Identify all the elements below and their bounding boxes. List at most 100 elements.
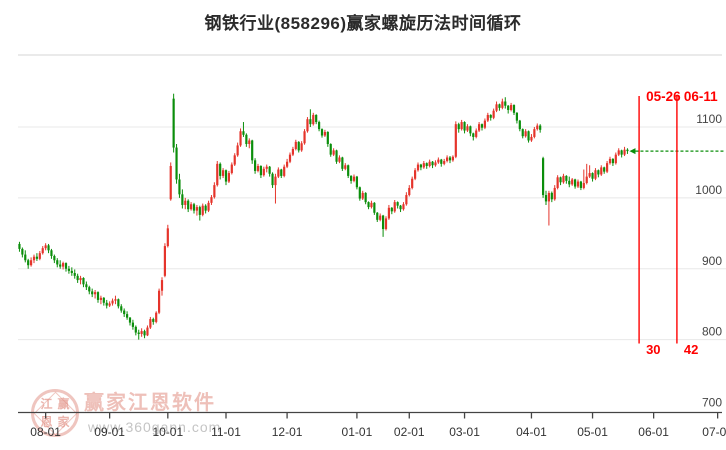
candle xyxy=(576,181,580,187)
logo-char: 赢 xyxy=(57,397,70,411)
x-tick-label: 07-01 xyxy=(702,425,726,439)
candle xyxy=(443,161,446,164)
candle xyxy=(620,150,623,155)
candle xyxy=(105,302,108,306)
candle xyxy=(617,150,620,155)
candle xyxy=(312,114,315,125)
candle xyxy=(245,134,248,145)
candle xyxy=(405,195,408,205)
candle xyxy=(379,215,382,220)
x-tick-label: 01-01 xyxy=(342,425,373,439)
candle xyxy=(172,98,175,148)
candle xyxy=(600,167,603,175)
candle xyxy=(355,176,359,188)
candle xyxy=(96,292,100,300)
candle xyxy=(486,114,489,121)
candle xyxy=(70,270,73,274)
candle xyxy=(603,167,606,172)
candle xyxy=(326,131,329,145)
candle xyxy=(268,166,271,174)
candle xyxy=(56,260,59,265)
candle xyxy=(192,204,196,211)
candle xyxy=(317,122,321,130)
candle xyxy=(626,149,629,152)
candle xyxy=(614,154,617,164)
candle xyxy=(335,150,338,162)
candle xyxy=(445,157,449,162)
candle xyxy=(425,163,428,166)
candle xyxy=(195,207,199,211)
logo-char: 家 xyxy=(57,415,70,429)
watermark-logo-chars: 江赢恩家 xyxy=(38,395,72,431)
candle xyxy=(495,104,498,111)
candle xyxy=(352,176,356,181)
candle xyxy=(134,326,137,333)
candle xyxy=(53,255,56,261)
candle xyxy=(82,277,85,285)
candle xyxy=(533,129,536,137)
candle xyxy=(27,260,30,266)
candle xyxy=(469,126,472,134)
x-tick-label: 04-01 xyxy=(516,425,547,439)
candle xyxy=(108,303,111,306)
candle xyxy=(59,264,62,267)
candle xyxy=(111,300,114,304)
candle xyxy=(85,284,88,288)
y-axis-label: 1100 xyxy=(696,112,722,126)
candle xyxy=(562,175,565,183)
candle xyxy=(413,170,417,179)
candle xyxy=(128,317,132,323)
candle xyxy=(611,158,615,164)
candle xyxy=(143,331,146,336)
candle xyxy=(189,204,193,210)
cycle-count-label: 42 xyxy=(684,342,698,357)
candle xyxy=(184,200,187,205)
candle xyxy=(277,169,280,177)
candle xyxy=(175,147,178,180)
candle xyxy=(120,306,123,311)
x-tick-label: 06-01 xyxy=(638,425,669,439)
candle xyxy=(21,248,24,255)
candle xyxy=(387,207,391,219)
candle xyxy=(125,314,129,318)
candle xyxy=(605,163,609,172)
candle xyxy=(233,155,236,165)
candle xyxy=(381,215,385,230)
candle xyxy=(274,176,277,186)
candle xyxy=(251,140,254,161)
candle xyxy=(489,114,492,118)
candle xyxy=(166,228,169,247)
x-tick-label: 05-01 xyxy=(577,425,608,439)
watermark-brand: 赢家江恩软件 xyxy=(84,392,216,414)
candle xyxy=(376,212,379,220)
candle xyxy=(370,202,373,208)
candle xyxy=(483,120,487,128)
candle xyxy=(303,131,306,144)
candle xyxy=(280,169,283,176)
candle xyxy=(547,192,551,202)
cycle-date-label: 05-26 xyxy=(646,89,681,104)
x-tick-label: 09-01 xyxy=(94,425,125,439)
candle xyxy=(91,291,94,295)
candle xyxy=(515,112,519,121)
candle xyxy=(585,176,588,183)
candle xyxy=(32,256,36,261)
candle xyxy=(178,179,181,195)
candle xyxy=(157,290,161,313)
candle xyxy=(419,164,423,168)
x-tick-label: 08-01 xyxy=(30,425,61,439)
candle xyxy=(498,104,501,108)
page-title: 钢铁行业(858296)赢家螺旋历法时间循环 xyxy=(204,14,522,33)
candle xyxy=(437,159,440,163)
candle xyxy=(306,119,309,132)
candle xyxy=(591,173,594,179)
candle xyxy=(550,192,553,200)
candle xyxy=(224,170,228,182)
x-tick-label: 02-01 xyxy=(394,425,425,439)
candle xyxy=(477,124,481,131)
candle xyxy=(210,197,213,203)
candle xyxy=(524,131,527,137)
candle xyxy=(44,245,47,249)
candle xyxy=(41,248,44,254)
